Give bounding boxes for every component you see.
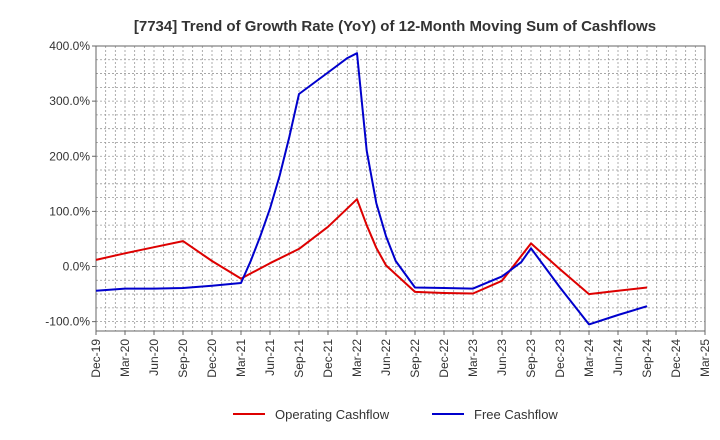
x-tick-label: Dec-24 [669, 339, 683, 378]
x-tick-label: Mar-21 [234, 339, 248, 377]
y-tick-label: 0.0% [63, 260, 91, 274]
x-tick-label: Sep-20 [176, 339, 190, 378]
x-tick-label: Jun-21 [263, 339, 277, 376]
y-tick-label: 100.0% [49, 204, 90, 218]
chart-title: [7734] Trend of Growth Rate (YoY) of 12-… [134, 18, 656, 35]
x-axis: Dec-19 Mar-20 Jun-20 Sep-20 Dec-20 Mar-21 Jun-… [89, 331, 712, 378]
x-tick-label: Jun-24 [611, 339, 625, 376]
x-tick-label: Jun-23 [495, 339, 509, 376]
x-tick-label: Mar-24 [582, 339, 596, 377]
x-tick-label: Dec-22 [437, 339, 451, 378]
series-line [95, 52, 648, 326]
y-tick-label: 200.0% [49, 149, 90, 163]
y-tick-label: 300.0% [49, 94, 90, 108]
x-tick-label: Mar-25 [698, 339, 712, 377]
x-tick-label: Sep-23 [524, 339, 538, 378]
plot-area [95, 45, 706, 332]
x-tick-label: Sep-22 [408, 339, 422, 378]
x-tick-label: Mar-22 [350, 339, 364, 377]
y-axis: -100.0% 0.0% 100.0% 200.0% 300.0% 400.0% [45, 39, 96, 329]
x-tick-label: Jun-20 [147, 339, 161, 376]
plot-frame [95, 45, 706, 332]
series-line [95, 198, 648, 296]
x-tick-label: Dec-23 [553, 339, 567, 378]
y-tick-label: 400.0% [49, 39, 90, 53]
y-tick-label: -100.0% [45, 315, 90, 329]
legend: Operating Cashflow Free Cashflow [233, 407, 558, 422]
series-layer [95, 52, 648, 326]
legend-label: Free Cashflow [474, 407, 558, 422]
x-tick-label: Dec-21 [321, 339, 335, 378]
x-tick-label: Sep-24 [640, 339, 654, 378]
x-tick-label: Mar-20 [118, 339, 132, 377]
legend-label: Operating Cashflow [275, 407, 390, 422]
x-tick-label: Dec-20 [205, 339, 219, 378]
x-tick-label: Mar-23 [466, 339, 480, 377]
x-tick-label: Dec-19 [89, 339, 103, 378]
x-tick-label: Jun-22 [379, 339, 393, 376]
x-tick-label: Sep-21 [292, 339, 306, 378]
